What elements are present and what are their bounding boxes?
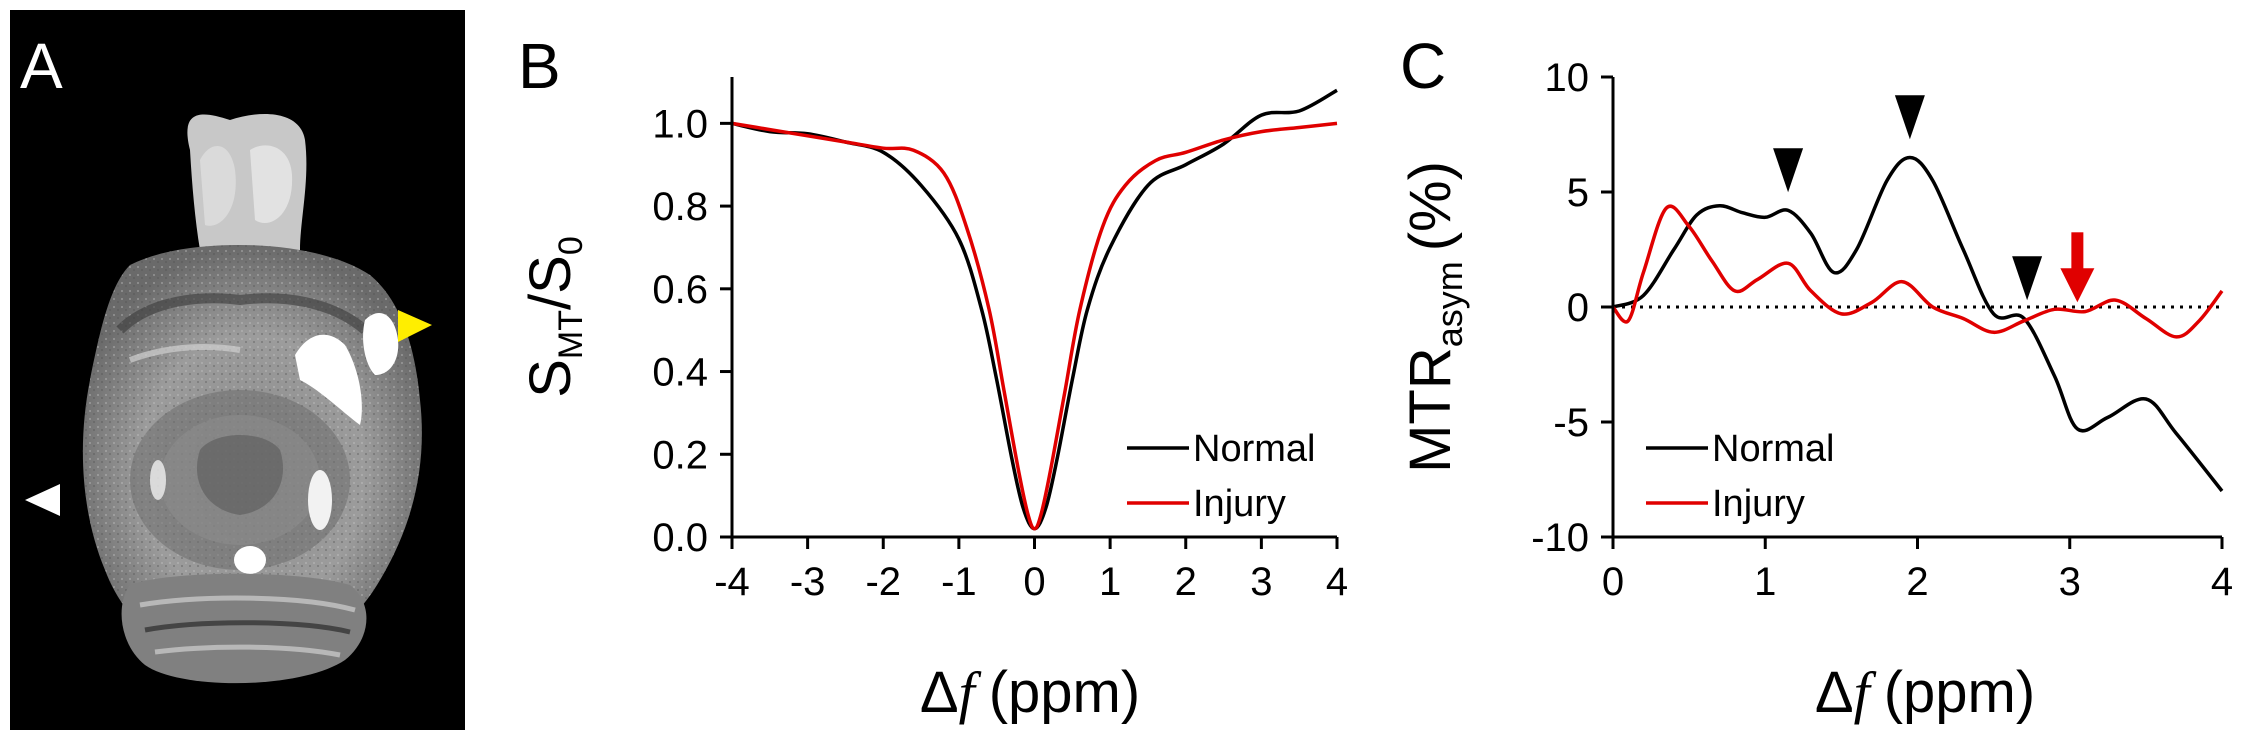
y-tick-label: 0.6 [652, 268, 708, 312]
panel-b: B -4 -3 -2 -1 0 1 2 3 4 0.0 0.2 0.4 0.6 0.8 1.0 Normal… [470, 0, 1360, 742]
legend-label-normal: Normal [1712, 428, 1834, 470]
bright-spot [234, 546, 266, 574]
y-axis-title-slash: /S [518, 255, 583, 310]
panel-label-a: A [20, 30, 63, 102]
panel-a: A [0, 0, 470, 742]
y-axis-title-sub2: 0 [552, 236, 590, 255]
x-tick-label: -2 [865, 560, 901, 604]
panel-c: C 0 1 2 3 4 -10 -5 0 5 10 Normal Injury MTRasym (%)… [1360, 0, 2250, 742]
x-axis-title-var: f [959, 660, 982, 725]
x-tick-label: -4 [714, 560, 750, 604]
brain-image: A [10, 10, 465, 730]
x-tick-label: 2 [1175, 560, 1197, 604]
series-line-normal [1612, 155, 2224, 493]
series-line-injury [731, 121, 1338, 531]
chart-c: C 0 1 2 3 4 -10 -5 0 5 10 Normal Injury MTRasym (%)… [1398, 30, 2233, 725]
y-axis-title-sub1: MT [552, 310, 590, 359]
x-tick-label: -3 [790, 560, 826, 604]
y-tick-label: 10 [1545, 56, 1590, 100]
series-line-injury [1611, 204, 2224, 339]
x-axis-title-symbol: Δ [920, 660, 959, 725]
black-arrowhead-icon [1894, 95, 1925, 140]
panel-label-b: B [518, 30, 561, 102]
x-tick-label: 0 [1023, 560, 1045, 604]
x-tick-label: 4 [1326, 560, 1348, 604]
x-tick-label: 1 [1099, 560, 1121, 604]
y-axis-title-sub: asym [1429, 261, 1470, 347]
y-tick-label: 0.2 [652, 433, 708, 477]
y-tick-label: 1.0 [652, 102, 708, 146]
x-axis-title-unit: (ppm) [1884, 660, 2035, 725]
x-tick-label: 3 [1250, 560, 1272, 604]
x-axis-title-unit: (ppm) [989, 660, 1140, 725]
y-axis-title-unit: (%) [1398, 161, 1463, 251]
y-tick-label: 0.8 [652, 185, 708, 229]
black-arrowhead-icon [2012, 256, 2043, 301]
red-arrow-shaft [2071, 232, 2084, 273]
panel-label-c: C [1400, 30, 1446, 102]
x-tick-label: 1 [1754, 560, 1776, 604]
legend-label-normal: Normal [1193, 428, 1315, 470]
y-tick-label: 0 [1567, 286, 1589, 330]
y-tick-label: 0.0 [652, 516, 708, 560]
lesion [295, 334, 362, 425]
x-axis-title-var: f [1854, 660, 1877, 725]
x-tick-label: 3 [2059, 560, 2081, 604]
legend-label-injury: Injury [1193, 483, 1286, 525]
y-tick-label: 5 [1567, 171, 1589, 215]
y-tick-label: 0.4 [652, 351, 708, 395]
x-tick-label: 4 [2211, 560, 2233, 604]
y-axis-title-c: MTRasym (%) [1398, 161, 1470, 473]
y-axis-title-main: MTR [1398, 347, 1463, 473]
y-tick-label: -10 [1531, 516, 1589, 560]
black-arrowhead-icon [1773, 148, 1804, 193]
chart-b: B -4 -3 -2 -1 0 1 2 3 4 0.0 0.2 0.4 0.6 0.8 1.0 Normal… [518, 30, 1348, 725]
x-tick-label: -1 [941, 560, 977, 604]
y-axis-title-b: SMT/S0 [518, 236, 590, 398]
legend-label-injury: Injury [1712, 483, 1805, 525]
x-axis-title-c: Δf (ppm) [1815, 660, 2035, 725]
x-axis-title-symbol: Δ [1815, 660, 1854, 725]
x-tick-label: 2 [1906, 560, 1928, 604]
x-tick-label: 0 [1602, 560, 1624, 604]
red-arrow-icon [2060, 268, 2095, 303]
white-arrowhead-icon [25, 484, 60, 516]
y-axis-title-main: S [518, 359, 583, 398]
y-tick-label: -5 [1553, 401, 1589, 445]
x-axis-title-b: Δf (ppm) [920, 660, 1140, 725]
yellow-arrowhead-icon [398, 310, 432, 342]
